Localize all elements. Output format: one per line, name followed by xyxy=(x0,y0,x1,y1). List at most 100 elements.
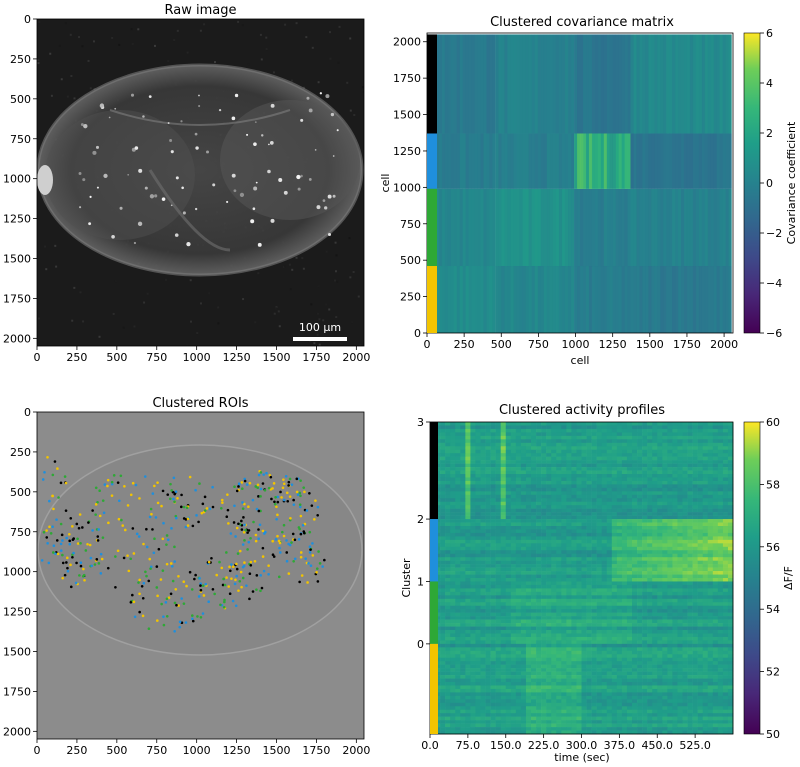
activity-cell xyxy=(561,560,567,565)
activity-cell xyxy=(571,591,577,596)
activity-cell xyxy=(536,446,542,451)
activity-cell xyxy=(702,567,709,572)
activity-cell xyxy=(480,532,486,537)
activity-cell xyxy=(536,477,542,482)
activity-cell xyxy=(465,591,471,596)
activity-cell xyxy=(727,498,734,503)
raw-bright-spot xyxy=(186,241,191,247)
activity-cell xyxy=(591,550,597,555)
activity-cell xyxy=(460,546,466,551)
activity-cell xyxy=(697,467,703,471)
raw-noise-pixel xyxy=(257,272,260,275)
activity-cell xyxy=(657,526,663,530)
activity-cell xyxy=(460,484,466,489)
covariance-strip xyxy=(713,266,717,333)
roi-point xyxy=(87,521,90,524)
activity-cell xyxy=(697,439,703,444)
activity-cell xyxy=(505,584,512,589)
roi-point xyxy=(171,490,175,494)
activity-cell xyxy=(531,560,537,565)
covariance-strip xyxy=(465,34,469,134)
roi-point xyxy=(145,545,149,549)
activity-cell xyxy=(722,484,729,489)
covariance-strip xyxy=(513,133,517,189)
activity-cell xyxy=(637,494,643,499)
roi-point xyxy=(145,574,148,578)
covariance-strip xyxy=(642,188,646,267)
activity-cell xyxy=(571,435,577,440)
activity-cell xyxy=(505,553,512,558)
activity-cell xyxy=(672,532,678,537)
activity-cell xyxy=(515,588,522,593)
activity-cell xyxy=(525,467,532,471)
covariance-strip xyxy=(540,266,545,333)
roi-point xyxy=(201,502,205,506)
activity-cell xyxy=(606,439,613,444)
activity-cell xyxy=(586,460,592,464)
activity-cell xyxy=(566,598,572,603)
roi-point xyxy=(168,497,172,501)
activity-cell xyxy=(475,442,481,447)
activity-cell xyxy=(500,595,507,600)
activity-cell xyxy=(475,463,481,468)
activity-cell xyxy=(662,491,668,496)
activity-cell xyxy=(460,453,466,457)
activity-cell xyxy=(581,484,587,489)
activity-cell xyxy=(455,449,461,454)
activity-cell xyxy=(677,595,683,600)
activity-cell xyxy=(576,508,582,513)
activity-cell xyxy=(460,522,466,527)
activity-cell xyxy=(632,491,638,496)
activity-cell xyxy=(652,432,658,437)
activity-cell xyxy=(672,474,678,478)
activity-cell xyxy=(495,435,501,440)
activity-cell xyxy=(662,536,668,541)
activity-cell xyxy=(611,605,618,610)
activity-cell xyxy=(712,432,719,437)
activity-cell xyxy=(727,560,734,565)
covariance-strip xyxy=(471,133,475,189)
activity-cell xyxy=(551,567,557,572)
activity-cell xyxy=(485,560,491,565)
activity-cell xyxy=(465,623,471,627)
roi-point xyxy=(298,491,302,495)
activity-cell xyxy=(505,498,512,503)
raw-bright-spot xyxy=(332,194,336,198)
activity-cell xyxy=(581,571,587,575)
roi-point xyxy=(180,597,183,600)
activity-cell xyxy=(520,425,527,430)
activity-cell xyxy=(727,428,734,433)
activity-cell xyxy=(692,439,698,444)
activity-cell xyxy=(596,474,602,478)
raw-xtick-label: 500 xyxy=(106,351,127,364)
activity-cell xyxy=(455,480,461,485)
activity-cell xyxy=(536,571,542,575)
activity-cell xyxy=(687,553,693,558)
activity-cell xyxy=(440,519,446,523)
activity-cell xyxy=(707,550,714,555)
activity-cell xyxy=(445,512,451,516)
raw-noise-pixel xyxy=(359,344,362,346)
activity-cell xyxy=(495,588,501,593)
raw-noise-pixel xyxy=(325,250,328,253)
raw-bright-spot xyxy=(161,197,166,201)
activity-cell xyxy=(470,491,476,496)
activity-cell xyxy=(717,453,724,457)
activity-cell xyxy=(445,612,451,617)
activity-cell xyxy=(662,505,668,509)
activity-cell xyxy=(662,435,668,440)
activity-cell xyxy=(531,512,537,516)
activity-cell xyxy=(712,543,719,548)
activity-cell xyxy=(440,612,446,617)
covariance-strip xyxy=(606,133,611,189)
activity-cell xyxy=(601,616,608,620)
activity-cell xyxy=(561,474,567,478)
raw-noise-pixel xyxy=(73,286,76,289)
activity-cell xyxy=(520,467,527,471)
activity-cell xyxy=(475,449,481,454)
activity-cell xyxy=(662,422,668,426)
activity-cell xyxy=(677,536,683,541)
activity-cell xyxy=(601,456,608,461)
activity-cell xyxy=(662,571,668,575)
activity-cell xyxy=(632,480,638,485)
